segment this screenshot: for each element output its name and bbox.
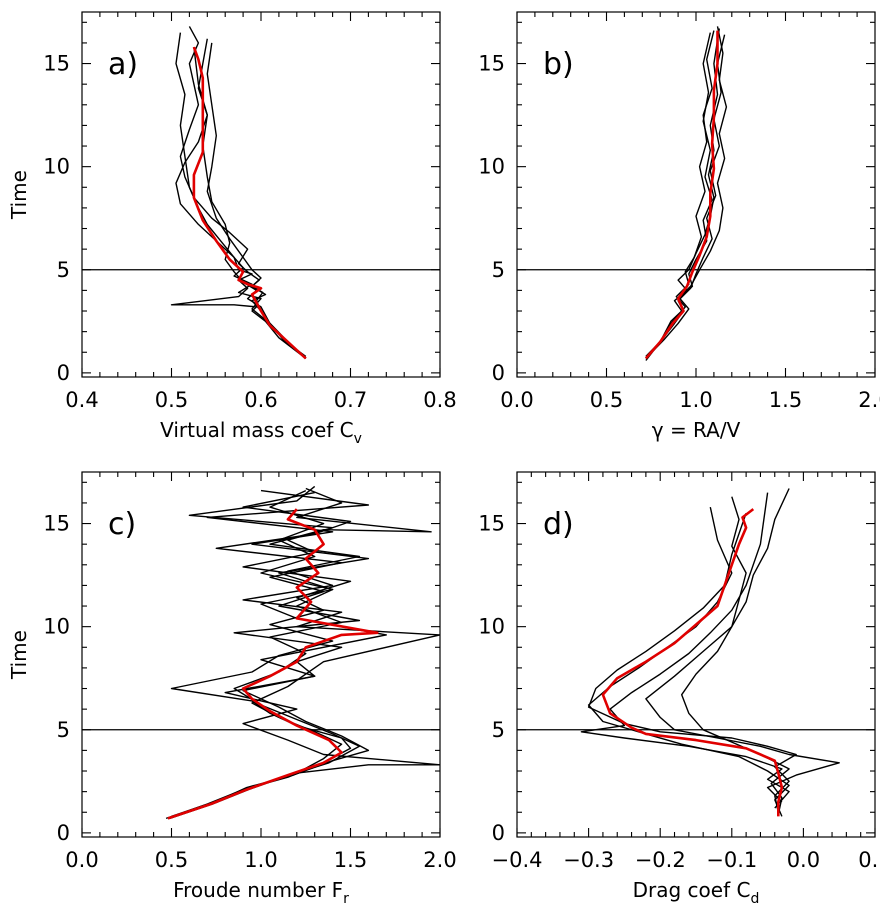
x-tick-label: −0.3 bbox=[563, 848, 614, 872]
x-tick-label: 0.8 bbox=[423, 388, 456, 412]
y-tick-label: 15 bbox=[43, 512, 70, 536]
x-tick-label: 0.5 bbox=[590, 388, 623, 412]
panel-a: 0 5 10 15 0.4 0.5 0.6 0.7 0.8 Virtual mass coef C… bbox=[7, 11, 457, 447]
ensemble-series-line bbox=[175, 38, 307, 357]
x-tick-label: 1.0 bbox=[679, 388, 712, 412]
ensemble-series-line bbox=[587, 506, 790, 817]
ensemble-series-line bbox=[170, 32, 307, 359]
panel-d: 0 5 10 15 −0.4 −0.3 −0.2 −0.1 0.0 0.1 Drag coef Cd… bbox=[478, 471, 880, 907]
mean-series-line bbox=[167, 508, 379, 820]
y-tick-label: 10 bbox=[478, 615, 505, 639]
x-axis-title: Froude number Fr bbox=[173, 878, 349, 907]
ensemble-series-line bbox=[645, 488, 840, 803]
panel-c: 0 5 10 15 0.0 0.5 1.0 1.5 2.0 Froude number Fr Tim… bbox=[7, 471, 457, 907]
ensemble-series-line bbox=[171, 487, 440, 818]
x-tick-label: −0.2 bbox=[635, 848, 686, 872]
x-tick-label: 0.0 bbox=[500, 388, 533, 412]
ensemble-series-line bbox=[645, 32, 713, 359]
x-tick-label: 2.0 bbox=[858, 388, 880, 412]
mean-series-line bbox=[644, 30, 719, 360]
x-tick-label: 0.5 bbox=[155, 848, 188, 872]
plot-frame bbox=[516, 471, 876, 838]
x-tick-label: 0.0 bbox=[65, 848, 98, 872]
x-tick-label: −0.1 bbox=[706, 848, 757, 872]
x-tick-label: −0.4 bbox=[492, 848, 543, 872]
x-tick-label: 0.1 bbox=[858, 848, 880, 872]
y-tick-label: 5 bbox=[57, 718, 70, 742]
x-axis-title: Virtual mass coef Cv bbox=[160, 418, 362, 447]
panel-label: c) bbox=[108, 507, 136, 542]
x-axis-title: Drag coef Cd bbox=[633, 878, 760, 907]
ensemble-series-line bbox=[587, 512, 797, 813]
mean-series-line bbox=[192, 46, 307, 360]
y-tick-label: 0 bbox=[57, 821, 70, 845]
y-tick-label: 10 bbox=[478, 155, 505, 179]
y-tick-label: 15 bbox=[478, 52, 505, 76]
x-tick-label: 0.5 bbox=[155, 388, 188, 412]
ensemble-series-line bbox=[580, 492, 790, 809]
y-tick-label: 0 bbox=[492, 821, 505, 845]
x-tick-label: 0.0 bbox=[787, 848, 820, 872]
x-axis-title: γ = RA/V bbox=[652, 418, 741, 442]
y-tick-label: 5 bbox=[492, 718, 505, 742]
ensemble-series-line bbox=[179, 26, 307, 359]
y-tick-label: 15 bbox=[478, 512, 505, 536]
ensemble-series-line bbox=[165, 485, 352, 820]
panel-b: 0 5 10 15 0.0 0.5 1.0 1.5 2.0 γ = RA/V b) bbox=[478, 11, 880, 442]
y-tick-label: 15 bbox=[43, 52, 70, 76]
panel-label: d) bbox=[543, 507, 574, 542]
x-tick-label: 0.4 bbox=[65, 388, 98, 412]
y-axis-title: Time bbox=[7, 170, 31, 220]
y-tick-label: 0 bbox=[492, 361, 505, 385]
y-tick-label: 5 bbox=[492, 258, 505, 282]
x-tick-label: 2.0 bbox=[423, 848, 456, 872]
ensemble-series-line bbox=[193, 47, 307, 359]
panel-label: a) bbox=[108, 47, 138, 82]
panel-label: b) bbox=[543, 47, 574, 82]
ensemble-series-line bbox=[681, 496, 790, 815]
x-tick-label: 0.6 bbox=[244, 388, 277, 412]
y-tick-label: 10 bbox=[43, 615, 70, 639]
x-tick-label: 1.5 bbox=[334, 848, 367, 872]
ensemble-series-line bbox=[645, 30, 715, 357]
x-tick-label: 0.7 bbox=[334, 388, 367, 412]
mean-series-line bbox=[601, 508, 784, 817]
x-tick-label: 1.5 bbox=[769, 388, 802, 412]
y-tick-label: 10 bbox=[43, 155, 70, 179]
ensemble-series-line bbox=[206, 42, 307, 359]
y-tick-label: 0 bbox=[57, 361, 70, 385]
x-tick-label: 1.0 bbox=[244, 848, 277, 872]
ensemble-series-line bbox=[645, 34, 726, 359]
y-tick-label: 5 bbox=[57, 258, 70, 282]
y-axis-title: Time bbox=[7, 630, 31, 680]
